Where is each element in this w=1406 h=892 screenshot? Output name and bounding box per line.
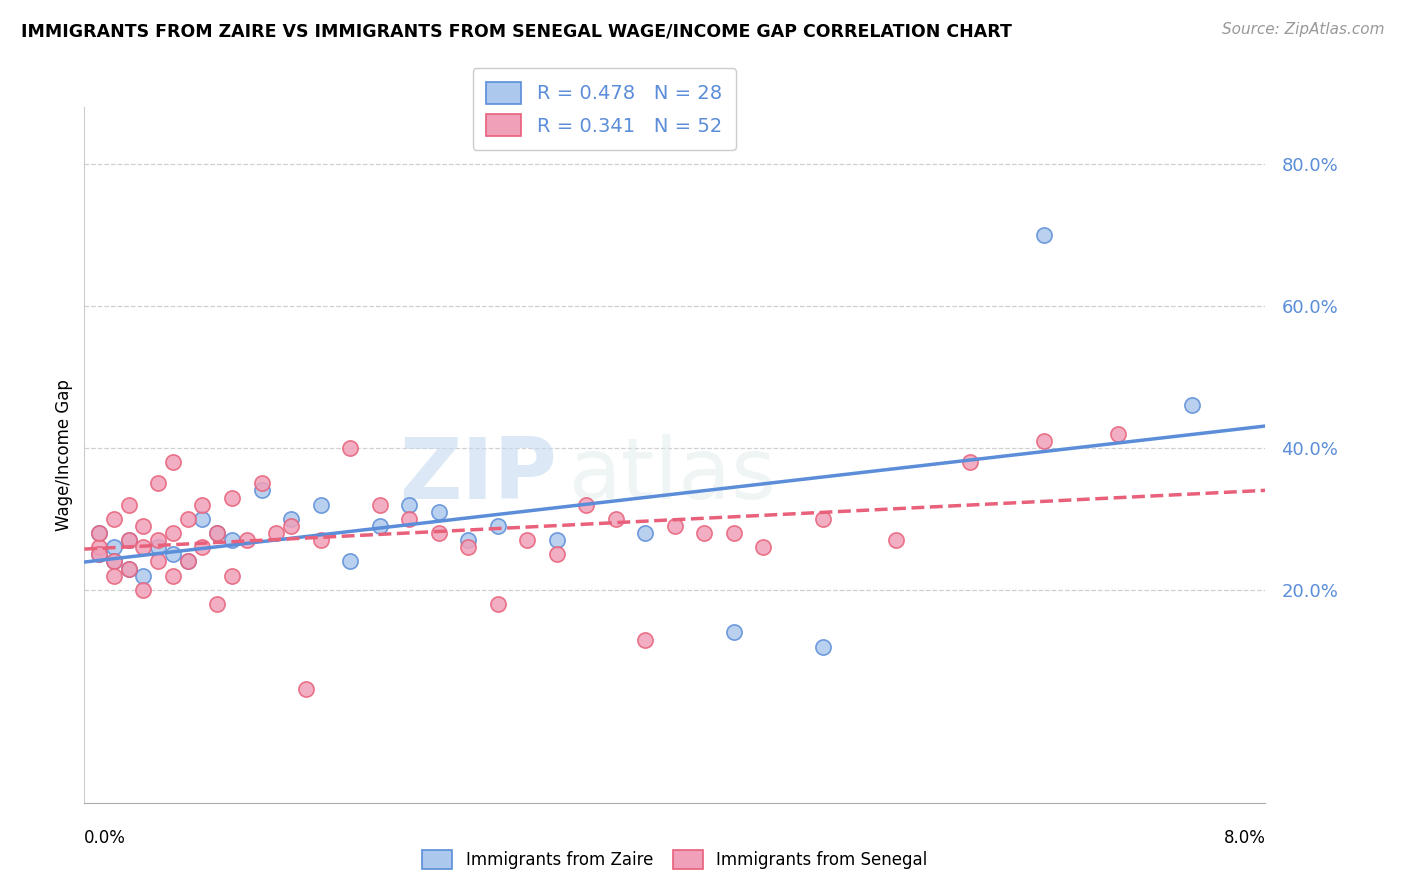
Point — [205, 526, 228, 541]
Text: Source: ZipAtlas.com: Source: ZipAtlas.com — [1222, 22, 1385, 37]
Point — [87, 547, 111, 561]
Point — [148, 540, 170, 554]
Point — [752, 540, 775, 554]
Y-axis label: Wage/Income Gap: Wage/Income Gap — [55, 379, 73, 531]
Point — [1032, 434, 1054, 448]
Point — [205, 526, 228, 541]
Point — [398, 512, 420, 526]
Point — [103, 554, 125, 568]
Point — [148, 554, 170, 568]
Point — [339, 554, 361, 568]
Point — [693, 526, 716, 541]
Point — [723, 625, 745, 640]
Point — [1032, 227, 1054, 242]
Point — [103, 568, 125, 582]
Point — [221, 491, 243, 505]
Point — [235, 533, 259, 548]
Point — [250, 483, 273, 498]
Point — [457, 540, 479, 554]
Point — [191, 540, 214, 554]
Point — [295, 682, 318, 697]
Point — [605, 512, 627, 526]
Point — [516, 533, 538, 548]
Point — [103, 512, 125, 526]
Point — [177, 512, 200, 526]
Point — [118, 561, 141, 575]
Point — [221, 533, 243, 548]
Point — [118, 533, 141, 548]
Point — [280, 519, 302, 533]
Text: 0.0%: 0.0% — [84, 829, 127, 847]
Point — [221, 568, 243, 582]
Text: IMMIGRANTS FROM ZAIRE VS IMMIGRANTS FROM SENEGAL WAGE/INCOME GAP CORRELATION CHA: IMMIGRANTS FROM ZAIRE VS IMMIGRANTS FROM… — [21, 22, 1012, 40]
Point — [339, 441, 361, 455]
Point — [723, 526, 745, 541]
Point — [118, 533, 141, 548]
Point — [118, 561, 141, 575]
Point — [162, 568, 184, 582]
Point — [87, 526, 111, 541]
Point — [486, 597, 509, 611]
Point — [457, 533, 479, 548]
Point — [148, 476, 170, 491]
Point — [148, 533, 170, 548]
Point — [280, 512, 302, 526]
Point — [886, 533, 908, 548]
Point — [1180, 398, 1202, 412]
Point — [398, 498, 420, 512]
Point — [664, 519, 686, 533]
Point — [118, 498, 141, 512]
Legend: R = 0.478   N = 28, R = 0.341   N = 52: R = 0.478 N = 28, R = 0.341 N = 52 — [472, 68, 735, 150]
Text: atlas: atlas — [568, 434, 776, 517]
Point — [87, 547, 111, 561]
Point — [309, 498, 332, 512]
Point — [427, 505, 450, 519]
Point — [162, 526, 184, 541]
Point — [634, 526, 657, 541]
Point — [103, 540, 125, 554]
Point — [264, 526, 288, 541]
Point — [1107, 426, 1129, 441]
Point — [368, 498, 391, 512]
Point — [191, 512, 214, 526]
Point — [811, 512, 834, 526]
Point — [575, 498, 598, 512]
Point — [546, 533, 568, 548]
Point — [546, 547, 568, 561]
Text: 8.0%: 8.0% — [1223, 829, 1265, 847]
Point — [368, 519, 391, 533]
Point — [191, 498, 214, 512]
Point — [162, 455, 184, 469]
Point — [427, 526, 450, 541]
Point — [87, 540, 111, 554]
Point — [132, 568, 155, 582]
Point — [103, 554, 125, 568]
Point — [486, 519, 509, 533]
Point — [132, 540, 155, 554]
Point — [205, 597, 228, 611]
Point — [132, 519, 155, 533]
Point — [177, 554, 200, 568]
Text: ZIP: ZIP — [399, 434, 557, 517]
Point — [177, 554, 200, 568]
Point — [309, 533, 332, 548]
Point — [634, 632, 657, 647]
Point — [959, 455, 981, 469]
Point — [250, 476, 273, 491]
Point — [87, 526, 111, 541]
Legend: Immigrants from Zaire, Immigrants from Senegal: Immigrants from Zaire, Immigrants from S… — [412, 840, 938, 880]
Point — [132, 582, 155, 597]
Point — [811, 640, 834, 654]
Point — [162, 547, 184, 561]
